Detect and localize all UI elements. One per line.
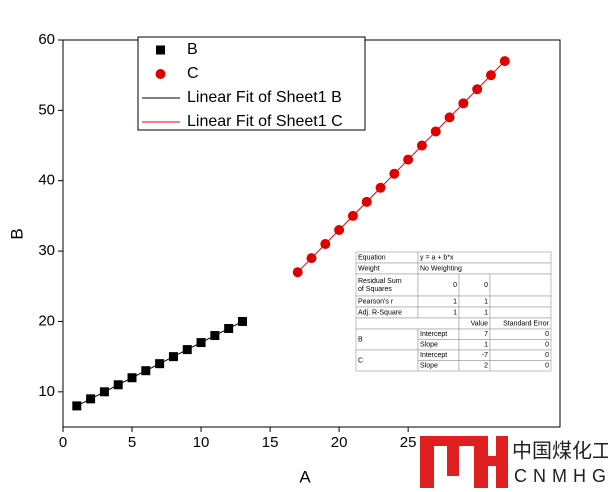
table-cell	[489, 306, 552, 319]
table-text: -7	[482, 352, 488, 359]
table-text: of Squares	[358, 286, 392, 293]
y-tick-label: 20	[38, 312, 55, 329]
legend-label: B	[187, 41, 198, 58]
x-tick-label: 20	[331, 434, 348, 451]
table-text: 1	[484, 309, 488, 316]
table-text: 7	[484, 331, 488, 338]
table-text: 2	[484, 363, 488, 370]
watermark-logo	[488, 456, 496, 466]
y-tick-label: 60	[38, 31, 55, 48]
x-tick-label: 10	[193, 434, 210, 451]
y-tick-label: 50	[38, 101, 55, 118]
watermark-logo	[434, 436, 474, 446]
table-text: 1	[484, 298, 488, 305]
watermark-text: CNMHG	[514, 466, 608, 486]
legend-swatch	[156, 45, 165, 55]
watermark-logo	[420, 436, 434, 488]
table-text: Standard Error	[503, 320, 550, 327]
table-text: 1	[453, 309, 457, 316]
table-text: C	[358, 357, 363, 364]
fit-line	[297, 60, 506, 273]
y-tick-label: 30	[38, 242, 55, 259]
table-text: 0	[453, 282, 457, 289]
table-text: Slope	[420, 363, 438, 370]
legend-label: C	[187, 65, 199, 82]
table-text: Slope	[420, 342, 438, 349]
table-text: Residual Sum	[358, 278, 402, 285]
table-text: Value	[471, 320, 488, 327]
table-text: Adj. R-Square	[358, 309, 402, 316]
x-tick-label: 25	[400, 434, 417, 451]
table-text: Intercept	[420, 352, 447, 359]
watermark-text: 中国煤化工	[512, 439, 608, 462]
table-text: 0	[545, 352, 549, 359]
legend-label: Linear Fit of Sheet1 B	[187, 89, 342, 106]
table-text: y = a + b*x	[420, 254, 454, 261]
y-tick-label: 40	[38, 172, 55, 189]
table-text: 0	[545, 342, 549, 349]
table-cell	[489, 360, 552, 372]
table-text: No Weighting	[420, 265, 462, 272]
y-axis-label: B	[7, 228, 26, 239]
table-cell	[355, 349, 419, 372]
table-text: B	[358, 336, 363, 343]
table-cell	[355, 317, 460, 330]
table-text: 0	[545, 331, 549, 338]
table-cell	[489, 295, 552, 308]
table-text: Pearson's r	[358, 298, 394, 305]
table-text: 1	[453, 298, 457, 305]
legend-label: Linear Fit of Sheet1 C	[187, 113, 343, 130]
table-cell	[355, 328, 419, 351]
watermark: 中国煤化工 CNMHG	[420, 436, 608, 488]
x-tick-label: 0	[59, 434, 67, 451]
legend-swatch	[155, 69, 166, 79]
table-text: 0	[545, 363, 549, 370]
fit-table: Equation y = a + b*x Weight No Weighting Res…	[355, 251, 552, 372]
x-tick-label: 5	[128, 434, 136, 451]
table-text: Intercept	[420, 331, 447, 338]
table-cell	[489, 339, 552, 351]
x-tick-label: 15	[262, 434, 279, 451]
watermark-logo	[496, 436, 508, 488]
x-axis-label: A	[299, 467, 311, 486]
table-text: Equation	[358, 254, 386, 261]
watermark-logo	[447, 446, 459, 476]
table-text: Weight	[358, 265, 380, 272]
table-cell	[489, 349, 552, 361]
table-cell	[489, 328, 552, 340]
legend-box	[137, 36, 366, 131]
table-text: 0	[484, 282, 488, 289]
table-cell	[489, 273, 552, 297]
fit-line	[76, 321, 243, 407]
watermark-logo	[474, 436, 488, 488]
table-text: 1	[484, 342, 488, 349]
y-tick-label: 10	[38, 383, 55, 400]
